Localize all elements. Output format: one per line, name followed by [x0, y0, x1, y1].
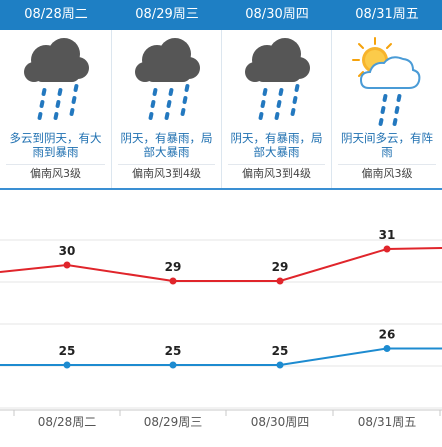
data-label: 26: [379, 328, 396, 342]
x-tick-label: 08/30周四: [251, 415, 310, 429]
data-label: 25: [272, 344, 289, 358]
divider: [118, 164, 215, 165]
wind-info: 偏南风3到4级: [132, 167, 201, 180]
weather-description: 阴天，有暴雨，局部大暴雨: [120, 131, 213, 159]
data-point: [63, 361, 71, 369]
data-point: [276, 361, 284, 369]
wind-info: 偏南风3级: [361, 167, 413, 180]
heavy-rain-cloud-icon: [0, 36, 111, 128]
forecast-bottom-rule: [0, 188, 442, 190]
data-point: [63, 261, 71, 269]
x-tick-label: 08/28周二: [38, 415, 97, 429]
heavy-rain-cloud-icon: [222, 36, 331, 128]
divider: [6, 164, 105, 165]
day-date-header: 08/30周四: [222, 0, 332, 30]
data-point: [383, 245, 391, 253]
data-point: [276, 277, 284, 285]
data-point: [169, 361, 177, 369]
x-tick-label: 08/31周五: [358, 415, 417, 429]
chart-x-axis: 08/28周二 08/29周三 08/30周四 08/31周五: [0, 409, 442, 429]
chart-points: [63, 245, 391, 369]
day-card: 多云到阴天，有大雨到暴雨 偏南风3级: [0, 30, 112, 188]
chart-lines: [0, 247, 442, 366]
day-card: 阴天间多云，有阵雨 偏南风3级: [332, 30, 442, 188]
series-line: [0, 347, 442, 366]
day-date-header: 08/29周三: [112, 0, 222, 30]
data-label: 25: [165, 344, 182, 358]
weather-description: 阴天间多云，有阵雨: [341, 131, 433, 159]
divider: [338, 164, 436, 165]
forecast-panel: 08/28周二 08/29周三 08/30周四 08/31周五: [0, 0, 442, 190]
wind-info: 偏南风3到4级: [242, 167, 311, 180]
data-label: 29: [165, 260, 182, 274]
data-label: 30: [59, 244, 76, 258]
day-card: 阴天，有暴雨，局部大暴雨 偏南风3到4级: [222, 30, 332, 188]
wind-info: 偏南风3级: [30, 167, 81, 180]
data-point: [383, 345, 391, 352]
weather-description: 多云到阴天，有大雨到暴雨: [9, 131, 102, 159]
data-label: 25: [59, 344, 76, 358]
heavy-rain-cloud-icon: [112, 36, 221, 128]
divider: [228, 164, 325, 165]
day-date-header: 08/28周二: [0, 0, 112, 30]
chart-value-labels: 30 29 29 31 25 25 25 26: [59, 228, 396, 358]
series-line: [0, 247, 442, 282]
day-card: 阴天，有暴雨，局部大暴雨 偏南风3到4级: [112, 30, 222, 188]
data-point: [169, 277, 177, 285]
sun-cloud-rain-icon: [332, 36, 442, 128]
data-label: 31: [379, 228, 396, 242]
weather-description: 阴天，有暴雨，局部大暴雨: [230, 131, 323, 159]
day-date-header: 08/31周五: [332, 0, 442, 30]
x-tick-label: 08/29周三: [144, 415, 203, 429]
data-label: 29: [272, 260, 289, 274]
